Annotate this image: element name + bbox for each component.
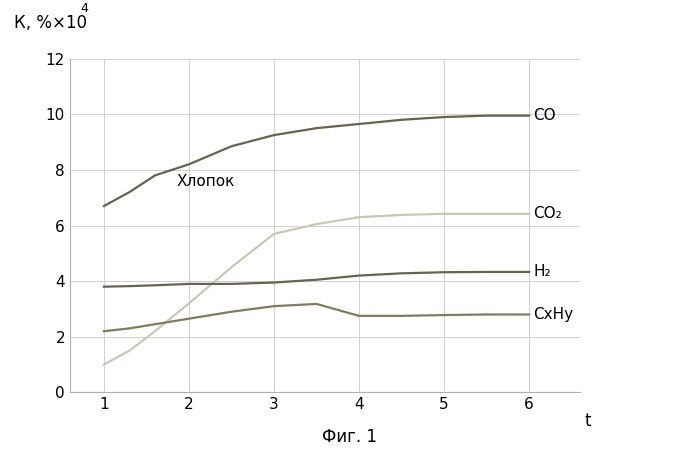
Text: t: t <box>584 412 591 430</box>
Text: К, %×10: К, %×10 <box>14 14 87 32</box>
Text: Фиг. 1: Фиг. 1 <box>322 428 377 446</box>
Text: Хлопок: Хлопок <box>176 174 235 189</box>
Text: H₂: H₂ <box>533 264 551 280</box>
Text: CO₂: CO₂ <box>533 206 562 221</box>
Text: CO: CO <box>533 108 556 123</box>
Text: 4: 4 <box>80 2 88 15</box>
Text: CxHy: CxHy <box>533 307 573 322</box>
